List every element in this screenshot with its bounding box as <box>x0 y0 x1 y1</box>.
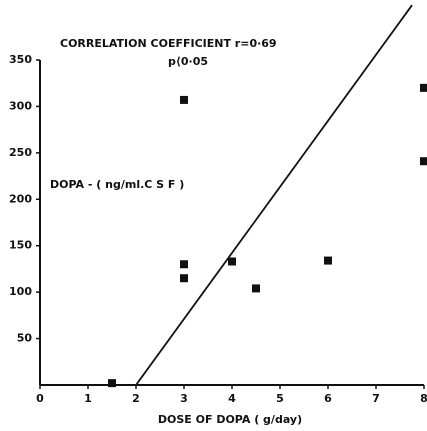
x-tick-label: 2 <box>132 392 140 405</box>
y-tick-label: 300 <box>9 99 32 112</box>
x-tick-label: 8 <box>420 392 427 405</box>
y-tick-label: 100 <box>9 285 32 298</box>
point <box>180 260 188 269</box>
fit-line <box>135 4 413 386</box>
point <box>108 379 116 388</box>
point <box>180 95 188 104</box>
x-tick-label: 4 <box>228 392 236 405</box>
x-axis-label: DOSE OF DOPA ( g/day) <box>158 413 302 426</box>
annotation: CORRELATION COEFFICIENT r=0·69 <box>60 37 277 50</box>
y-tick-label: 150 <box>9 239 32 252</box>
point <box>252 284 260 293</box>
point <box>324 256 332 265</box>
annotation: p⟨0·05 <box>168 55 208 68</box>
point <box>420 157 427 166</box>
x-tick-label: 0 <box>36 392 44 405</box>
point <box>180 274 188 283</box>
x-tick-label: 5 <box>276 392 284 405</box>
point <box>228 257 236 266</box>
x-tick-label: 1 <box>84 392 92 405</box>
y-tick-label: 250 <box>9 146 32 159</box>
x-tick-label: 6 <box>324 392 332 405</box>
y-tick-label: 200 <box>9 192 32 205</box>
point <box>420 83 427 92</box>
y-tick-label: 50 <box>17 332 33 345</box>
x-tick-label: 3 <box>180 392 188 405</box>
y-tick-label: 350 <box>9 53 32 66</box>
x-tick-label: 7 <box>372 392 380 405</box>
annotation: DOPA - ( ng/ml.C S F ) <box>50 178 184 191</box>
